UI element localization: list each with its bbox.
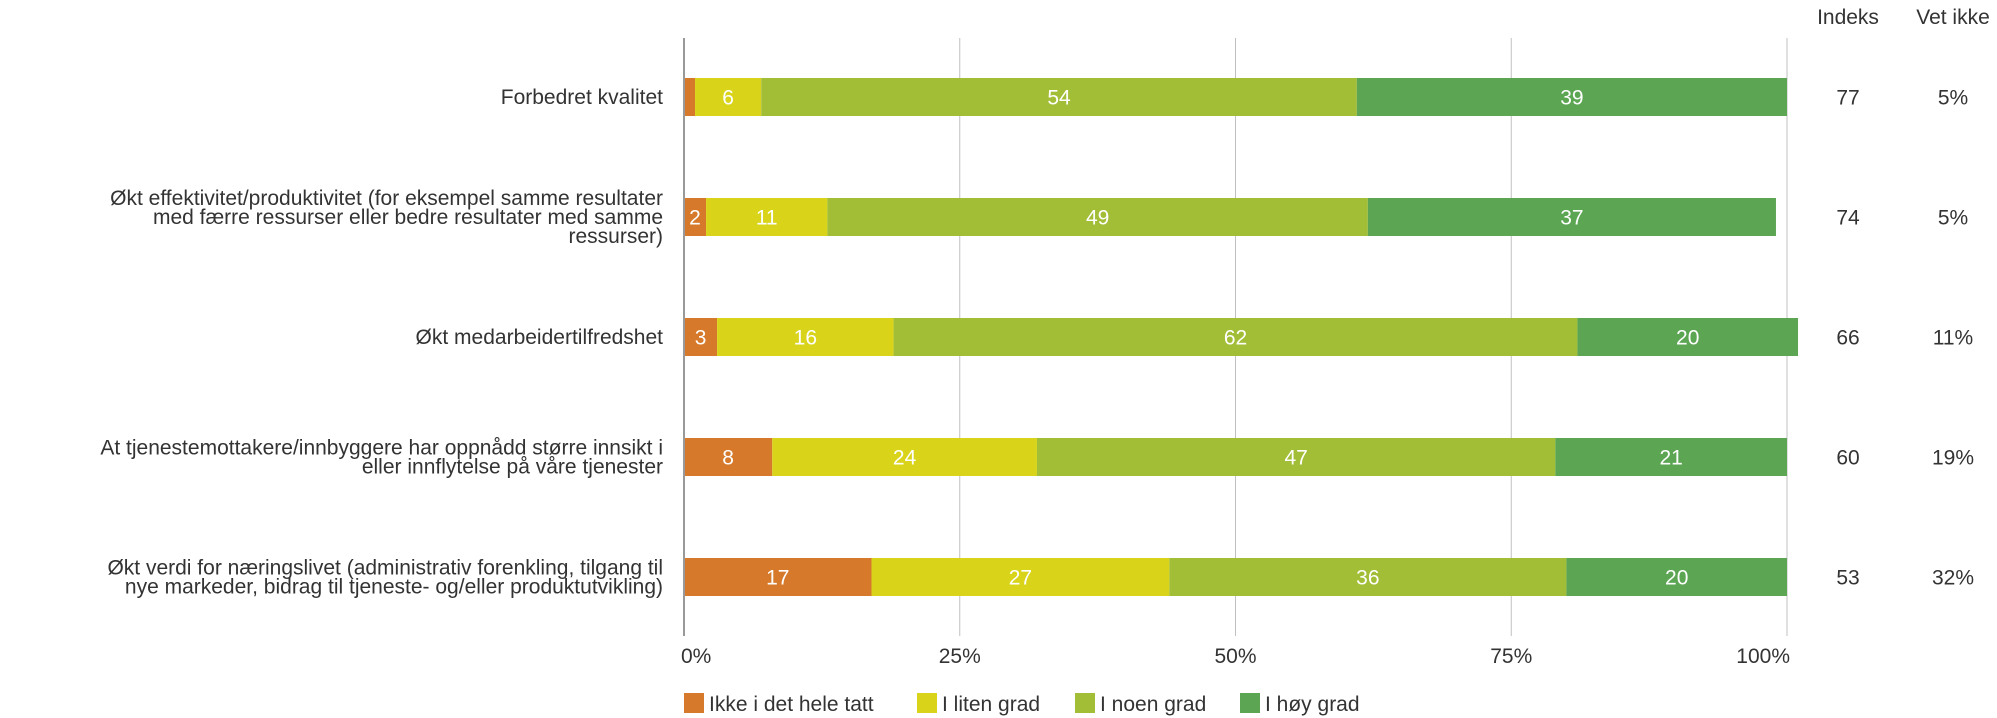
category-label-line: Økt medarbeidertilfredshet	[416, 326, 664, 349]
bar-segment	[684, 438, 773, 476]
bar-data-label: 47	[1284, 447, 1307, 470]
legend: Ikke i det hele tatt I liten grad I noen g…	[684, 693, 1360, 716]
extra-column-value: 77	[1836, 87, 1859, 110]
bars: 6 54 39 2 11 49 37 3 16 62 20 8 24 47 21 17 27 36 20	[684, 78, 1799, 596]
extra-column-value: 32%	[1932, 567, 1974, 590]
bar-data-label: 37	[1560, 207, 1583, 230]
bar-segment	[684, 198, 707, 236]
bar-segment	[827, 198, 1368, 236]
bar-segment	[772, 438, 1037, 476]
extra-column-value: 66	[1836, 327, 1859, 350]
bar-segment	[1577, 318, 1799, 356]
axes: 0% 25% 50% 75% 100%	[681, 38, 1790, 668]
extra-column-value: 11%	[1933, 327, 1973, 350]
bar-data-label: 8	[722, 447, 734, 470]
bar-segment	[684, 558, 872, 596]
bar-data-label: 3	[695, 327, 707, 350]
bar-segment	[1555, 438, 1787, 476]
bar-data-label: 20	[1676, 327, 1699, 350]
bar-data-label: 20	[1665, 567, 1688, 590]
bar-data-label: 49	[1086, 207, 1109, 230]
bar-segment	[695, 78, 762, 116]
legend-label: I høy grad	[1265, 693, 1360, 716]
category-label-line: At tjenestemottakere/innbyggere har oppn…	[100, 437, 663, 460]
x-tick-label: 25%	[939, 645, 981, 668]
extra-column-value: 60	[1836, 447, 1859, 470]
bar-data-label: 6	[722, 87, 734, 110]
category-labels: Forbedret kvalitet Økt effektivitet/produ…	[100, 86, 663, 599]
bar-segment	[761, 78, 1357, 116]
extra-column-value: 19%	[1932, 447, 1974, 470]
bar-data-label: 27	[1009, 567, 1032, 590]
extra-column-value: 5%	[1938, 207, 1968, 230]
bar-segment	[684, 78, 696, 116]
legend-label: Ikke i det hele tatt	[709, 693, 874, 716]
extra-column-header: Vet ikke	[1916, 6, 1990, 29]
x-tick-label: 100%	[1736, 645, 1790, 668]
category-label-line: Økt verdi for næringslivet (administrati…	[107, 557, 663, 580]
category-label: Økt verdi for næringslivet (administrati…	[107, 557, 663, 599]
category-label: At tjenestemottakere/innbyggere har oppn…	[100, 437, 663, 479]
bar-segment	[684, 318, 718, 356]
category-label: Forbedret kvalitet	[501, 86, 663, 109]
x-tick-label: 0%	[681, 645, 711, 668]
bar-data-label: 54	[1047, 87, 1071, 110]
bar-data-label: 39	[1560, 87, 1583, 110]
bar-segment	[1036, 438, 1556, 476]
x-tick-label: 50%	[1214, 645, 1256, 668]
category-label-line: Forbedret kvalitet	[501, 86, 663, 109]
legend-label: I liten grad	[942, 693, 1040, 716]
legend-swatch	[1240, 693, 1260, 713]
bar-segment	[1356, 78, 1787, 116]
extra-columns: Indeks 77 74 66 60 53 Vet ikke 5% 5% 11% 19% 32%	[1817, 6, 1990, 590]
x-tick-label: 75%	[1490, 645, 1532, 668]
legend-swatch	[1075, 693, 1095, 713]
legend-swatch	[684, 693, 704, 713]
extra-column-value: 5%	[1938, 87, 1968, 110]
category-label-line: Økt effektivitet/produktivitet (for ekse…	[110, 187, 663, 210]
bar-segment	[1367, 198, 1776, 236]
extra-column-header: Indeks	[1817, 6, 1879, 29]
bar-segment	[871, 558, 1170, 596]
category-label-line: med færre ressurser eller bedre resultat…	[153, 206, 663, 229]
bar-segment	[717, 318, 894, 356]
bar-segment	[1169, 558, 1567, 596]
extra-column-value: 74	[1836, 207, 1860, 230]
bar-data-label: 24	[893, 447, 917, 470]
bar-data-label: 21	[1660, 447, 1683, 470]
category-label: Økt effektivitet/produktivitet (for ekse…	[110, 187, 663, 248]
bar-segment	[893, 318, 1578, 356]
category-label: Økt medarbeidertilfredshet	[416, 326, 664, 349]
bar-data-label: 11	[756, 207, 778, 230]
extra-column-value: 53	[1836, 567, 1859, 590]
category-label-line: nye markeder, bidrag til tjeneste- og/el…	[125, 576, 663, 599]
bar-data-label: 2	[689, 207, 701, 230]
category-label-line: ressurser)	[568, 225, 663, 248]
bar-segment	[706, 198, 828, 236]
bar-data-label: 17	[766, 567, 789, 590]
legend-label: I noen grad	[1100, 693, 1206, 716]
category-label-line: eller innflytelse på våre tjenester	[362, 456, 663, 479]
bar-data-label: 36	[1356, 567, 1379, 590]
bar-data-label: 16	[794, 327, 817, 350]
bar-segment	[1566, 558, 1787, 596]
legend-swatch	[917, 693, 937, 713]
bar-data-label: 62	[1224, 327, 1247, 350]
